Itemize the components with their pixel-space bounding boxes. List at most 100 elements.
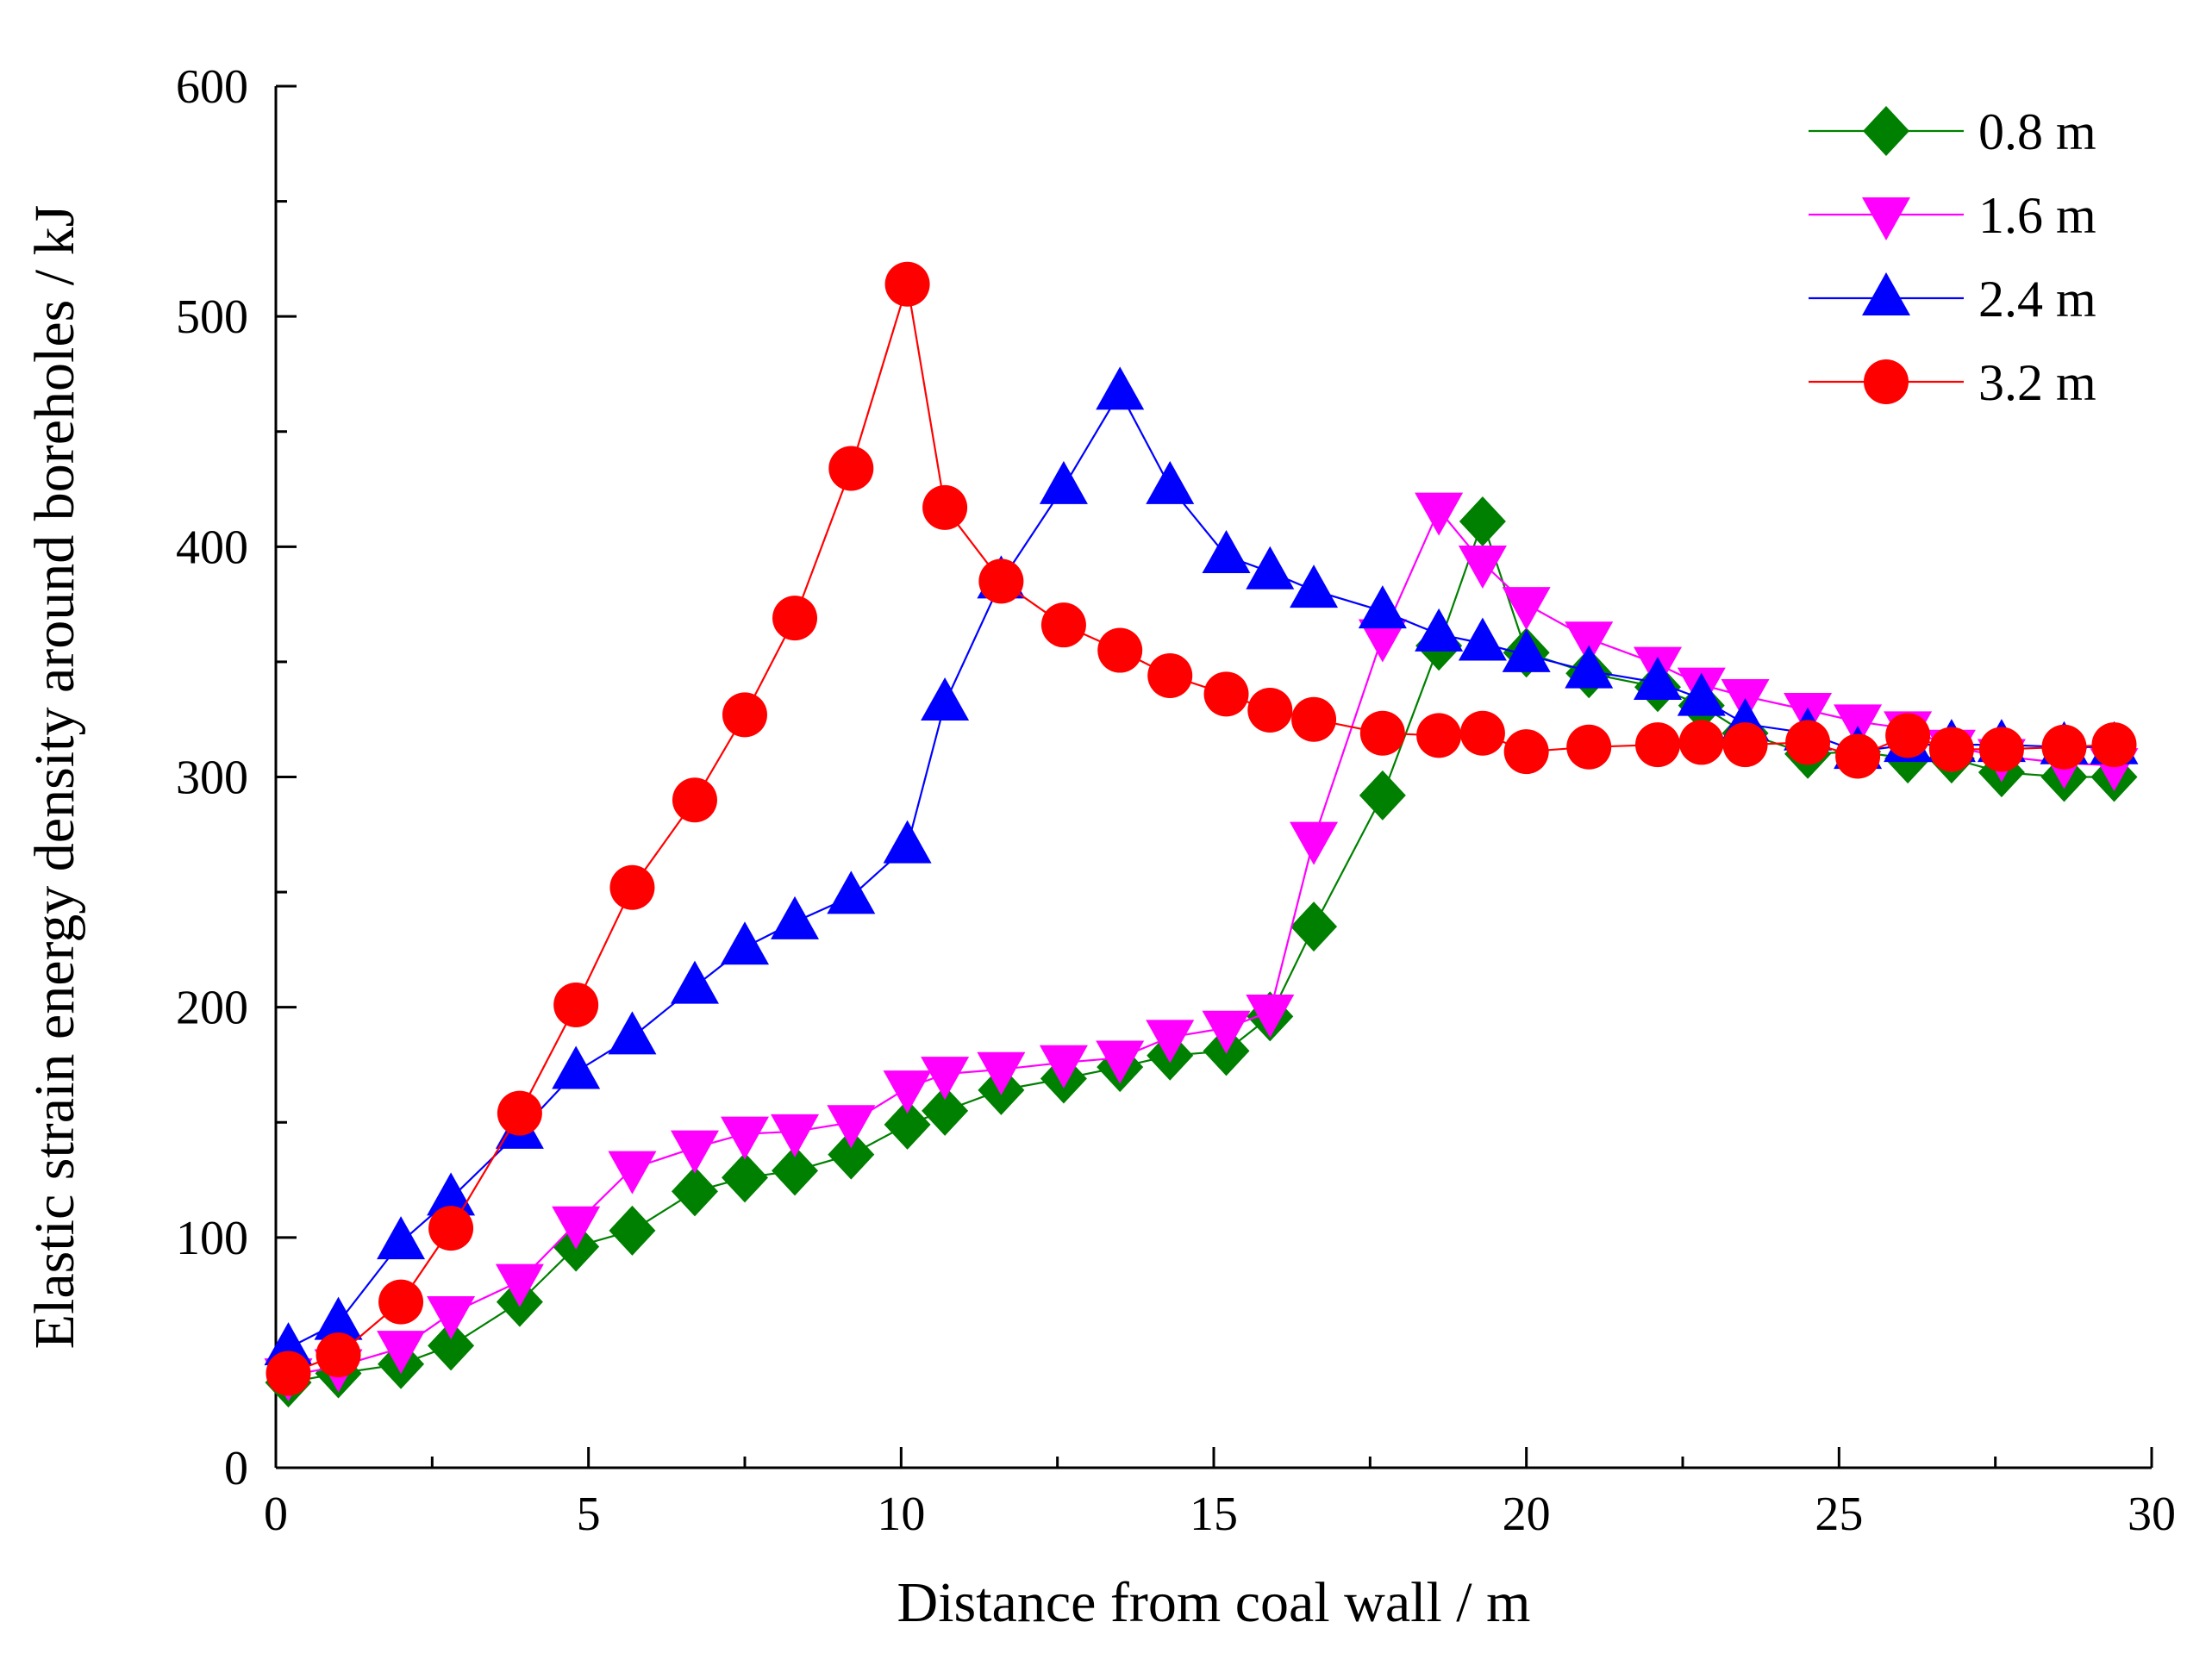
data-point: [1565, 645, 1614, 689]
data-point: [1978, 727, 2024, 772]
data-point: [1416, 713, 1462, 758]
y-tick-label: 500: [176, 290, 248, 344]
data-point: [1503, 729, 1549, 775]
data-point: [722, 692, 767, 738]
legend-item: 3.2 m: [1809, 354, 2096, 411]
series-line: [288, 390, 2115, 1350]
legend-marker: [1862, 197, 1910, 240]
data-point: [1039, 460, 1088, 504]
legend-label: 1.6 m: [1978, 187, 2096, 244]
data-point: [922, 484, 968, 530]
data-point: [671, 1166, 718, 1217]
legend: 0.8 m 1.6 m 2.4 m 3.2 m: [1809, 103, 2096, 411]
data-point: [428, 1320, 475, 1371]
y-tick-label: 100: [176, 1212, 248, 1265]
data-point: [1502, 587, 1551, 631]
data-point: [2041, 724, 2087, 770]
data-point: [552, 1206, 601, 1250]
data-point: [378, 1279, 424, 1325]
y-tick-label: 0: [224, 1442, 248, 1495]
data-point: [772, 596, 818, 641]
data-point: [1785, 720, 1831, 765]
data-point: [1358, 619, 1407, 663]
y-tick-label: 600: [176, 60, 248, 114]
y-tick-label: 400: [176, 521, 248, 574]
data-point: [266, 1351, 311, 1396]
data-point: [608, 1011, 657, 1055]
data-point: [314, 1296, 363, 1340]
data-point: [1290, 565, 1339, 608]
data-point: [1459, 496, 1506, 546]
y-axis-title: Elastic strain energy density around bor…: [23, 205, 86, 1350]
data-point: [377, 1331, 426, 1375]
data-point: [1291, 696, 1337, 742]
data-point: [609, 1205, 656, 1256]
data-point: [827, 870, 876, 914]
data-point: [670, 1130, 719, 1174]
x-axis-title: Distance from coal wall / m: [897, 1571, 1531, 1634]
data-point: [1146, 1020, 1195, 1064]
data-point: [1039, 1045, 1088, 1089]
series-1-6-m: [264, 492, 2139, 1402]
data-point: [1415, 608, 1464, 652]
x-tick-label: 5: [577, 1488, 601, 1541]
legend-label: 0.8 m: [1978, 103, 2096, 160]
x-tick-label: 15: [1190, 1488, 1238, 1541]
data-point: [1146, 460, 1195, 504]
data-point: [1290, 821, 1339, 865]
data-point: [672, 777, 717, 823]
data-point: [884, 1099, 931, 1150]
x-tick-label: 0: [264, 1488, 288, 1541]
data-point: [977, 1051, 1026, 1095]
data-point: [1415, 492, 1464, 536]
data-point: [608, 1151, 657, 1195]
data-point: [552, 1045, 601, 1089]
data-point: [721, 921, 769, 965]
data-point: [1566, 724, 1612, 770]
data-point: [497, 1090, 542, 1136]
data-point: [1096, 1040, 1145, 1084]
data-point: [1202, 1010, 1251, 1054]
legend-item: 1.6 m: [1809, 187, 2096, 244]
data-point: [377, 1216, 426, 1260]
data-point: [1040, 602, 1086, 648]
y-tick-label: 200: [176, 982, 248, 1035]
data-point: [1359, 710, 1405, 756]
data-point: [553, 982, 599, 1027]
series-0-8-m: [265, 496, 2138, 1408]
data-point: [1634, 722, 1680, 768]
data-point: [1096, 366, 1145, 410]
data-point: [921, 677, 970, 721]
data-point: [1928, 727, 1974, 772]
data-point: [1458, 546, 1507, 590]
plot-area: [264, 261, 2139, 1408]
data-point: [1202, 530, 1251, 574]
data-point: [828, 446, 874, 491]
data-point: [670, 960, 719, 1004]
data-point: [1247, 688, 1293, 733]
x-tick-label: 25: [1815, 1488, 1863, 1541]
x-tick-label: 30: [2128, 1488, 2176, 1541]
data-point: [1359, 770, 1406, 820]
legend-item: 2.4 m: [1809, 271, 2096, 328]
data-point: [609, 864, 655, 910]
legend-marker: [1862, 272, 1910, 315]
data-point: [1459, 710, 1505, 756]
data-point: [1290, 902, 1338, 952]
legend-marker: [1864, 359, 1909, 404]
series-2-4-m: [264, 366, 2139, 1366]
data-point: [1246, 995, 1295, 1039]
legend-marker: [1863, 106, 1909, 156]
data-point: [883, 1070, 932, 1114]
legend-item: 0.8 m: [1809, 103, 2096, 160]
data-point: [1633, 656, 1682, 700]
data-point: [771, 895, 820, 939]
data-point: [316, 1332, 361, 1378]
x-tick-label: 20: [1503, 1488, 1551, 1541]
data-point: [1502, 628, 1551, 672]
series-3-2-m: [266, 261, 2137, 1396]
data-point: [978, 558, 1024, 604]
